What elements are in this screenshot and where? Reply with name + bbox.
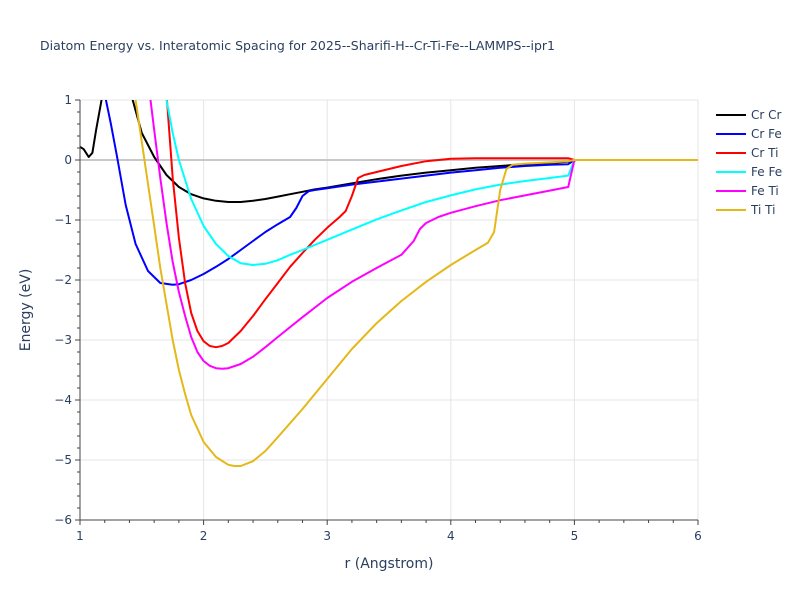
series-line-cr-cr (80, 100, 576, 203)
legend[interactable]: Cr Cr Cr Fe Cr Ti Fe Fe Fe Ti Ti Ti (716, 108, 782, 217)
legend-label: Ti Ti (750, 203, 775, 217)
legend-label: Fe Fe (751, 165, 782, 179)
y-tick-label: −5 (54, 453, 72, 467)
y-tick-label: −1 (54, 213, 72, 227)
chart-title: Diatom Energy vs. Interatomic Spacing fo… (40, 38, 555, 53)
legend-item[interactable]: Cr Cr (716, 108, 782, 122)
grid (80, 99, 699, 520)
y-tick-label: 0 (64, 153, 72, 167)
legend-item[interactable]: Cr Ti (716, 146, 778, 160)
legend-item[interactable]: Ti Ti (716, 203, 775, 217)
series-layer (80, 100, 698, 467)
legend-item[interactable]: Fe Fe (716, 165, 782, 179)
series-line-fe-ti (149, 100, 576, 370)
legend-label: Cr Ti (751, 146, 778, 160)
y-tick-label: −3 (54, 333, 72, 347)
x-tick-label: 2 (200, 529, 208, 543)
x-axis-title: r (Angstrom) (345, 556, 434, 572)
legend-label: Fe Ti (751, 184, 779, 198)
x-tick-label: 1 (76, 529, 84, 543)
legend-item[interactable]: Fe Ti (716, 184, 779, 198)
legend-item[interactable]: Cr Fe (716, 127, 782, 141)
y-tick-label: −6 (54, 513, 72, 527)
series-line-cr-ti (165, 100, 576, 349)
axes: 1 2 3 4 5 6 1 0 −1 −2 −3 −4 −5 −6 (54, 93, 702, 543)
y-tick-label: 1 (64, 93, 72, 107)
series-line-ti-ti (134, 100, 698, 467)
series-line-fe-fe (165, 100, 576, 266)
x-tick-label: 3 (323, 529, 331, 543)
y-tick-label: −4 (54, 393, 72, 407)
legend-label: Cr Cr (751, 108, 782, 122)
y-tick-label: −2 (54, 273, 72, 287)
series-line-cr-fe (104, 100, 576, 286)
x-tick-label: 5 (571, 529, 579, 543)
x-tick-label: 6 (694, 529, 702, 543)
y-axis-title: Energy (eV) (18, 269, 34, 352)
x-tick-label: 4 (447, 529, 455, 543)
legend-label: Cr Fe (751, 127, 782, 141)
